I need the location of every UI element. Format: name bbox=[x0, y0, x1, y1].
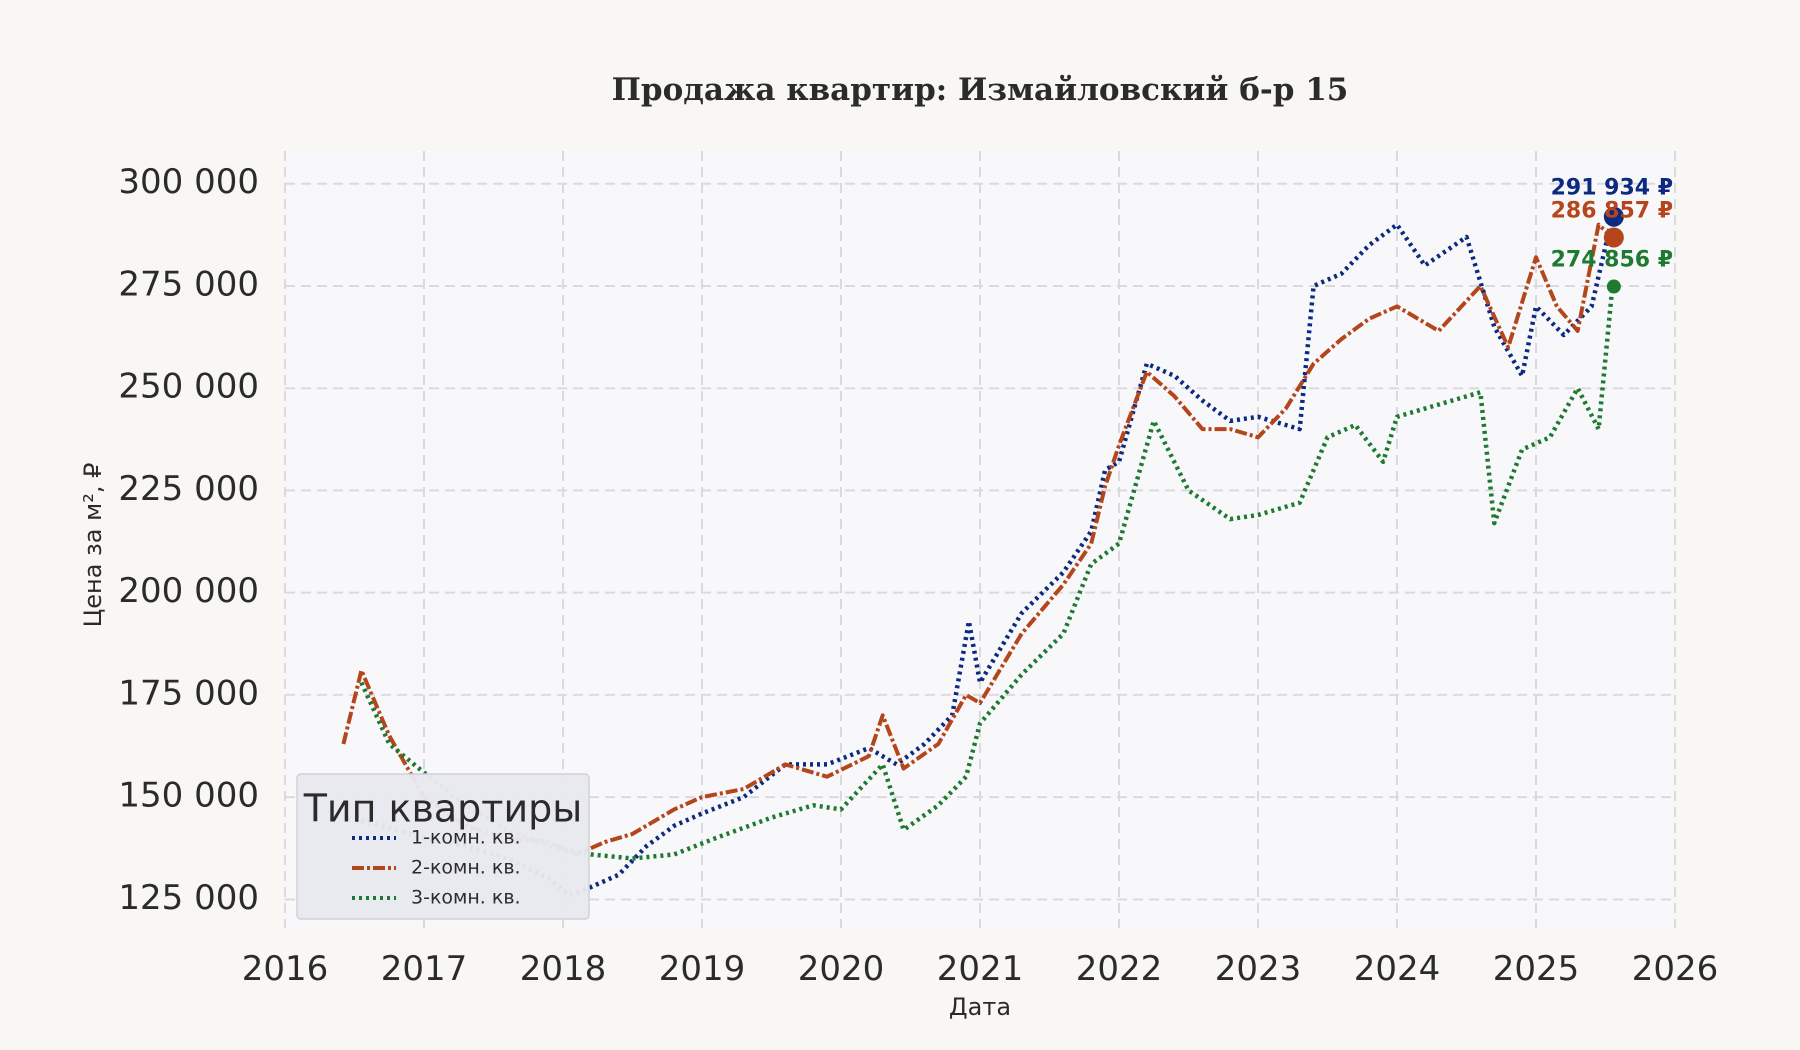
y-tick-label: 250 000 bbox=[118, 367, 259, 407]
x-tick-label: 2022 bbox=[1076, 949, 1163, 989]
x-axis-label: Дата bbox=[949, 993, 1011, 1021]
series-line-1 bbox=[347, 216, 1615, 898]
series-line-3 bbox=[359, 286, 1615, 861]
x-axis-ticks: 2016 2017 2018 2019 2020 2021 2022 2023 2024 2025… bbox=[242, 949, 1719, 989]
legend-entries: 1-комн. кв. 2-комн. кв. 3-комн. кв. bbox=[352, 827, 521, 909]
end-marker-point bbox=[1606, 279, 1621, 294]
y-axis-ticks: 125 000 150 000 175 000 200 000 225 000 250 0… bbox=[118, 162, 259, 918]
y-tick-label: 125 000 bbox=[118, 878, 259, 918]
chart-title: Продажа квартир: Измайловский б-р 15 bbox=[612, 72, 1349, 108]
end-marker-point bbox=[1603, 206, 1624, 227]
x-tick-label: 2016 bbox=[242, 949, 329, 989]
end-marker-label: 274 856 ₽ bbox=[1551, 248, 1673, 273]
y-tick-label: 175 000 bbox=[118, 673, 259, 713]
y-tick-label: 300 000 bbox=[118, 162, 259, 202]
grid bbox=[284, 151, 1676, 928]
legend: Тип квартиры 1-комн. кв. 2-комн. кв. 3-ком… bbox=[296, 773, 590, 920]
y-tick-label: 150 000 bbox=[118, 776, 259, 816]
y-tick-label: 275 000 bbox=[118, 264, 259, 304]
x-tick-label: 2023 bbox=[1215, 949, 1302, 989]
y-tick-label: 200 000 bbox=[118, 571, 259, 611]
x-tick-label: 2026 bbox=[1632, 949, 1719, 989]
end-markers: 291 934 ₽286 857 ₽ 274 856 ₽ bbox=[1551, 176, 1673, 294]
x-tick-label: 2018 bbox=[520, 949, 607, 989]
x-tick-label: 2024 bbox=[1354, 949, 1441, 989]
x-tick-label: 2017 bbox=[381, 949, 468, 989]
x-tick-label: 2025 bbox=[1493, 949, 1580, 989]
y-axis-label: Цена за м², ₽ bbox=[79, 463, 107, 628]
legend-label: 3-комн. кв. bbox=[411, 887, 521, 909]
end-marker-label: 286 857 ₽ bbox=[1551, 198, 1673, 223]
end-marker-point bbox=[1603, 227, 1624, 248]
legend-title: Тип квартиры bbox=[303, 787, 583, 831]
legend-box bbox=[296, 773, 590, 920]
end-marker-label: 291 934 ₽ bbox=[1551, 176, 1673, 201]
x-tick-label: 2020 bbox=[798, 949, 885, 989]
legend-label: 2-комн. кв. bbox=[411, 857, 521, 879]
x-tick-label: 2021 bbox=[937, 949, 1024, 989]
x-tick-label: 2019 bbox=[659, 949, 746, 989]
y-tick-label: 225 000 bbox=[118, 469, 259, 509]
legend-label: 1-комн. кв. bbox=[411, 827, 521, 849]
